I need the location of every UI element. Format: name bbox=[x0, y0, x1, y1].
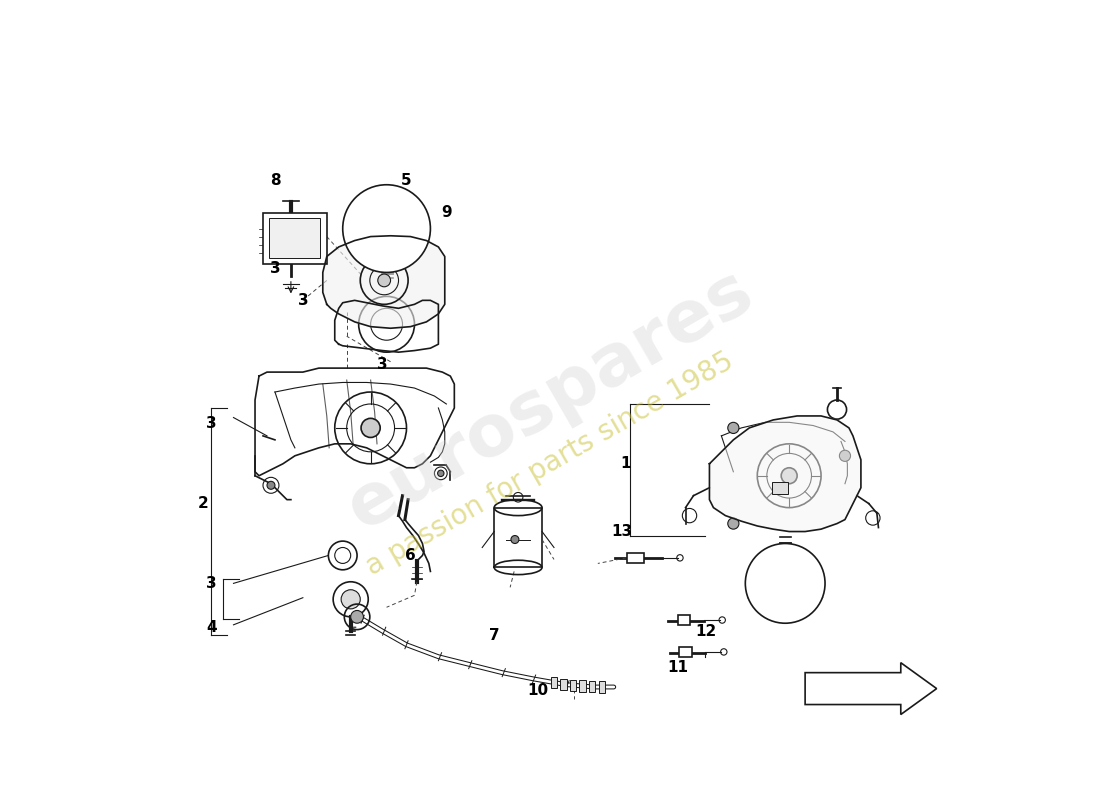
Text: 7: 7 bbox=[488, 628, 499, 642]
FancyBboxPatch shape bbox=[678, 615, 691, 625]
Circle shape bbox=[510, 535, 519, 543]
Circle shape bbox=[377, 274, 390, 286]
FancyBboxPatch shape bbox=[771, 482, 788, 494]
FancyBboxPatch shape bbox=[580, 681, 586, 692]
Circle shape bbox=[341, 590, 361, 609]
Text: 3: 3 bbox=[206, 417, 217, 431]
Circle shape bbox=[781, 468, 798, 484]
Circle shape bbox=[382, 252, 392, 262]
FancyArrow shape bbox=[805, 662, 937, 714]
Text: 3: 3 bbox=[297, 293, 308, 308]
Text: 6: 6 bbox=[405, 548, 416, 563]
FancyBboxPatch shape bbox=[263, 213, 327, 265]
Circle shape bbox=[728, 518, 739, 529]
Polygon shape bbox=[710, 416, 861, 531]
Circle shape bbox=[438, 470, 444, 477]
Circle shape bbox=[839, 450, 850, 462]
Circle shape bbox=[343, 185, 430, 273]
FancyBboxPatch shape bbox=[551, 677, 558, 688]
Text: 12: 12 bbox=[695, 624, 716, 638]
Text: 1: 1 bbox=[620, 456, 631, 471]
Text: 3: 3 bbox=[377, 357, 388, 372]
Circle shape bbox=[351, 610, 363, 623]
Text: 3: 3 bbox=[270, 261, 280, 276]
Circle shape bbox=[361, 418, 381, 438]
Text: eurospares: eurospares bbox=[334, 256, 766, 544]
Text: 8: 8 bbox=[270, 174, 280, 188]
Text: 10: 10 bbox=[528, 683, 549, 698]
FancyBboxPatch shape bbox=[560, 678, 566, 690]
Polygon shape bbox=[322, 236, 444, 328]
Text: 5: 5 bbox=[402, 174, 411, 188]
Circle shape bbox=[746, 543, 825, 623]
FancyBboxPatch shape bbox=[627, 553, 645, 562]
Text: 13: 13 bbox=[612, 524, 632, 539]
Text: 9: 9 bbox=[441, 205, 452, 220]
FancyBboxPatch shape bbox=[590, 682, 595, 693]
Text: 2: 2 bbox=[198, 496, 209, 511]
FancyBboxPatch shape bbox=[679, 647, 692, 657]
Text: 4: 4 bbox=[206, 620, 217, 634]
FancyBboxPatch shape bbox=[270, 218, 320, 258]
Circle shape bbox=[267, 482, 275, 490]
Circle shape bbox=[728, 422, 739, 434]
Text: 11: 11 bbox=[667, 659, 689, 674]
FancyBboxPatch shape bbox=[570, 680, 576, 691]
FancyBboxPatch shape bbox=[598, 682, 605, 693]
Text: a passion for parts since 1985: a passion for parts since 1985 bbox=[361, 346, 739, 581]
Text: 3: 3 bbox=[206, 576, 217, 591]
